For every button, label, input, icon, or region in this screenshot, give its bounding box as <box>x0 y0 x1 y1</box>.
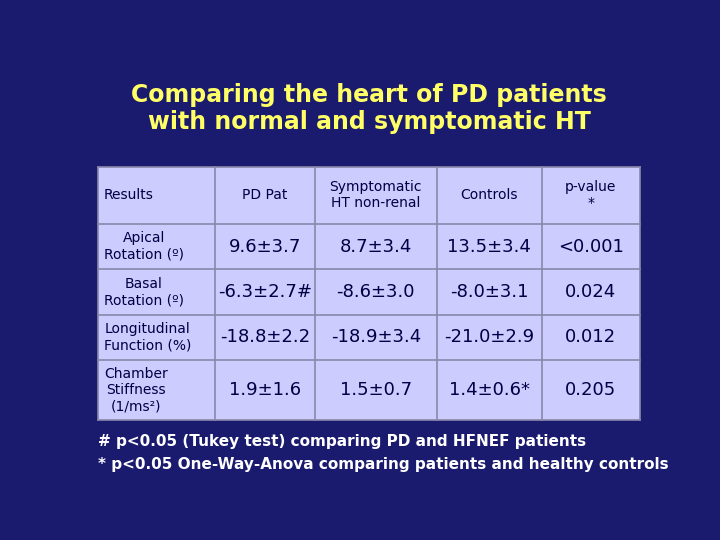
Text: -21.0±2.9: -21.0±2.9 <box>444 328 534 347</box>
Text: * p<0.05 One-Way-Anova comparing patients and healthy controls: * p<0.05 One-Way-Anova comparing patient… <box>99 457 669 472</box>
Text: <0.001: <0.001 <box>558 238 624 255</box>
Text: -8.0±3.1: -8.0±3.1 <box>450 283 528 301</box>
Text: -18.9±3.4: -18.9±3.4 <box>330 328 421 347</box>
Text: 1.5±0.7: 1.5±0.7 <box>340 381 412 399</box>
Text: Chamber
Stiffness
(1/ms²): Chamber Stiffness (1/ms²) <box>104 367 168 414</box>
Text: 8.7±3.4: 8.7±3.4 <box>340 238 412 255</box>
Text: 1.9±1.6: 1.9±1.6 <box>229 381 301 399</box>
Text: -8.6±3.0: -8.6±3.0 <box>336 283 415 301</box>
Text: # p<0.05 (Tukey test) comparing PD and HFNEF patients: # p<0.05 (Tukey test) comparing PD and H… <box>99 434 587 449</box>
Text: 0.024: 0.024 <box>565 283 616 301</box>
Bar <box>99 167 639 420</box>
Text: Apical
Rotation (º): Apical Rotation (º) <box>104 232 184 262</box>
Text: 0.012: 0.012 <box>565 328 616 347</box>
Text: Symptomatic
HT non-renal: Symptomatic HT non-renal <box>330 180 422 211</box>
Text: Comparing the heart of PD patients
with normal and symptomatic HT: Comparing the heart of PD patients with … <box>131 83 607 134</box>
Text: Results: Results <box>104 188 154 202</box>
Text: Basal
Rotation (º): Basal Rotation (º) <box>104 277 184 307</box>
Text: -18.8±2.2: -18.8±2.2 <box>220 328 310 347</box>
Text: 0.205: 0.205 <box>565 381 616 399</box>
Text: 13.5±3.4: 13.5±3.4 <box>448 238 531 255</box>
Text: 1.4±0.6*: 1.4±0.6* <box>449 381 530 399</box>
Text: Longitudinal
Function (%): Longitudinal Function (%) <box>104 322 192 353</box>
Text: -6.3±2.7#: -6.3±2.7# <box>218 283 312 301</box>
Text: 9.6±3.7: 9.6±3.7 <box>229 238 301 255</box>
Text: p-value
*: p-value * <box>565 180 616 211</box>
Text: Controls: Controls <box>461 188 518 202</box>
Text: PD Pat: PD Pat <box>242 188 287 202</box>
